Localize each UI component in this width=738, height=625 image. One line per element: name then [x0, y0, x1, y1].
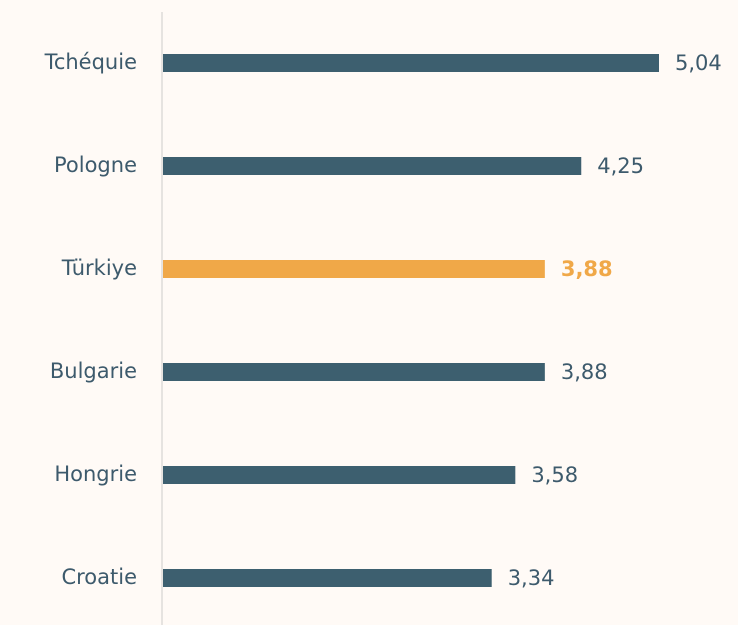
value-label: 3,88 [561, 257, 613, 281]
value-label: 4,25 [597, 154, 644, 178]
category-label: Croatie [61, 565, 137, 589]
category-label: Pologne [54, 153, 137, 177]
value-label: 3,88 [561, 360, 608, 384]
category-label: Tchéquie [44, 50, 137, 74]
category-label: Türkiye [61, 256, 137, 280]
bar [163, 466, 516, 484]
value-label: 3,34 [508, 566, 555, 590]
bar [163, 260, 545, 278]
category-label: Bulgarie [50, 359, 137, 383]
category-label: Hongrie [54, 462, 137, 486]
value-label: 3,58 [531, 463, 578, 487]
bar [163, 157, 582, 175]
bar [163, 569, 492, 587]
bar [163, 363, 545, 381]
bar [163, 54, 659, 72]
value-label: 5,04 [675, 51, 722, 75]
